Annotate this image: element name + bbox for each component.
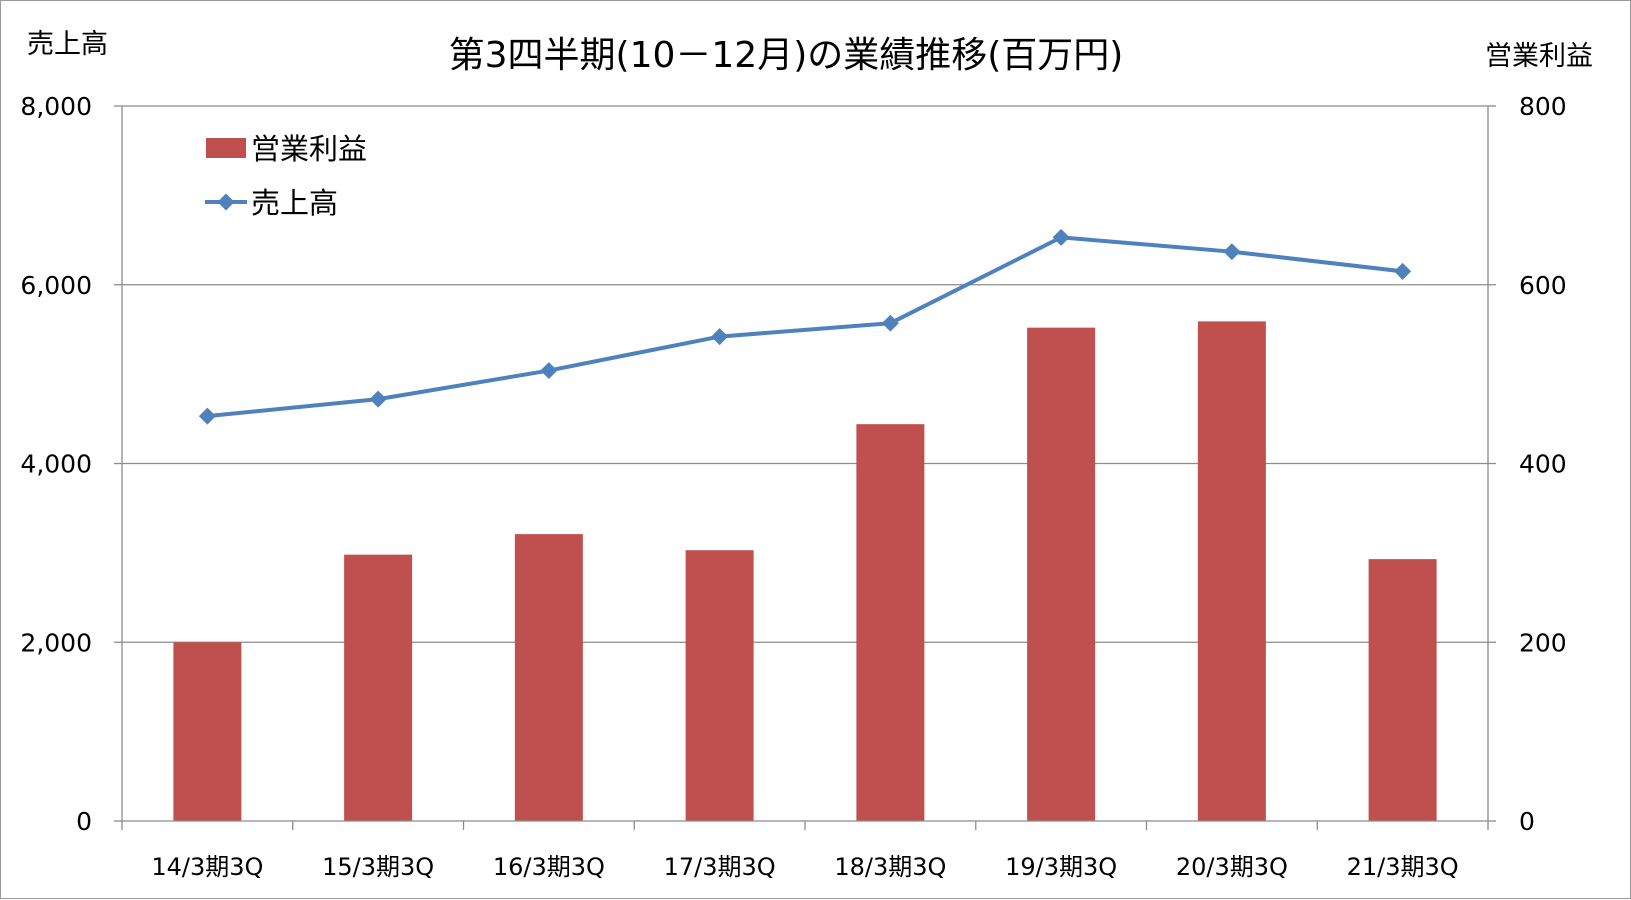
x-tick-label: 15/3期3Q xyxy=(322,853,434,881)
left-tick-label: 0 xyxy=(76,807,92,836)
sales-point xyxy=(1394,262,1412,280)
bar-operating-profit xyxy=(514,534,583,821)
left-tick-label: 4,000 xyxy=(20,450,92,479)
axes: 0 0 2,000 200 4,000 400 6,000 600 8,000 800 14/3期3… xyxy=(20,92,1566,881)
bar-operating-profit xyxy=(1368,559,1437,821)
legend-marker-sales xyxy=(217,193,235,211)
sales-point xyxy=(1052,228,1070,246)
legend-label-sales: 売上高 xyxy=(251,186,338,220)
bar-series-operating-profit xyxy=(173,321,1437,821)
x-tick-label: 20/3期3Q xyxy=(1176,853,1288,881)
x-tick-label: 16/3期3Q xyxy=(493,853,605,881)
left-axis-title: 売上高 xyxy=(27,29,108,60)
x-tick-label: 14/3期3Q xyxy=(151,853,263,881)
bar-operating-profit xyxy=(1197,321,1266,821)
bar-operating-profit xyxy=(344,554,413,821)
x-tick-label: 17/3期3Q xyxy=(664,853,776,881)
right-axis-title: 営業利益 xyxy=(1485,41,1593,72)
right-tick-label: 800 xyxy=(1519,92,1567,121)
bar-operating-profit xyxy=(685,550,754,821)
left-tick-label: 8,000 xyxy=(20,92,92,121)
legend-swatch-operating-profit xyxy=(206,138,246,158)
x-tick-label: 18/3期3Q xyxy=(834,853,946,881)
bar-operating-profit xyxy=(173,642,242,821)
legend-label-operating-profit: 営業利益 xyxy=(251,132,367,166)
right-tick-label: 200 xyxy=(1519,628,1567,657)
sales-point xyxy=(198,407,216,425)
sales-point xyxy=(1223,243,1241,261)
x-tick-label: 21/3期3Q xyxy=(1347,853,1459,881)
left-tick-label: 2,000 xyxy=(20,628,92,657)
bar-operating-profit xyxy=(1027,327,1096,821)
right-tick-label: 600 xyxy=(1519,271,1567,300)
legend: 営業利益 売上高 xyxy=(205,132,367,220)
left-tick-label: 6,000 xyxy=(20,271,92,300)
sales-line xyxy=(207,235,1403,419)
sales-point xyxy=(369,390,387,408)
right-tick-label: 0 xyxy=(1519,807,1535,836)
sales-point xyxy=(711,328,729,346)
sales-point xyxy=(540,362,558,380)
chart-title: 第3四半期(10－12月)の業績推移(百万円) xyxy=(449,35,1124,76)
bar-operating-profit xyxy=(856,424,925,821)
x-tick-label: 19/3期3Q xyxy=(1005,853,1117,881)
right-tick-label: 400 xyxy=(1519,450,1567,479)
sales-point xyxy=(881,314,899,332)
